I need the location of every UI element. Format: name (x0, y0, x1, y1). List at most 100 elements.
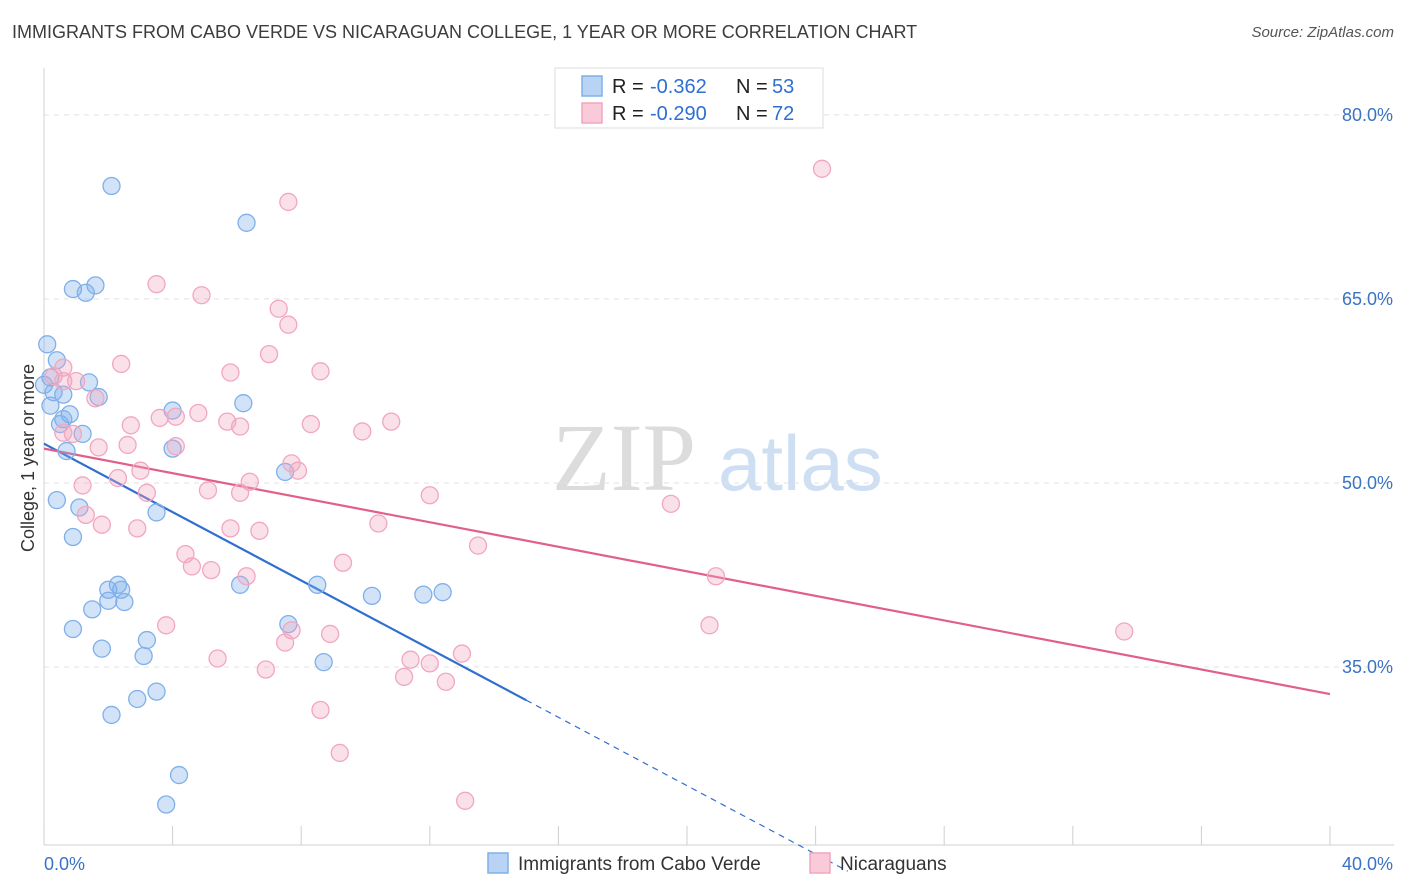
point-nicaraguans-41 (92, 515, 112, 534)
point-cabo-verde-36 (99, 591, 118, 610)
legend-r-value-2: -0.290 (650, 103, 707, 125)
point-nicaraguans-53 (157, 616, 176, 635)
point-nicaraguans-39 (661, 494, 681, 513)
point-cabo-verde-21 (163, 439, 182, 458)
legend-r-label-1: R = (612, 76, 644, 98)
point-nicaraguans-52 (706, 567, 726, 586)
point-nicaraguans-54 (700, 616, 719, 635)
point-nicaraguans-27 (118, 435, 137, 455)
point-cabo-verde-33 (414, 585, 433, 604)
point-cabo-verde-19 (234, 394, 253, 413)
legend-swatch-nicaraguans (581, 102, 603, 124)
point-nicaraguans-43 (221, 519, 240, 538)
trend-line-extension-cabo-verde (525, 699, 849, 872)
point-nicaraguans-48 (182, 557, 202, 576)
point-nicaraguans-31 (288, 461, 308, 480)
point-nicaraguans-24 (54, 423, 73, 442)
legend-n-value-1: 53 (772, 76, 794, 98)
point-cabo-verde-44 (147, 682, 166, 701)
trend-lines (43, 442, 1331, 872)
point-cabo-verde-5 (38, 335, 57, 354)
point-nicaraguans-12 (54, 371, 73, 391)
point-nicaraguans-68 (456, 791, 475, 810)
point-nicaraguans-6 (812, 159, 832, 178)
point-nicaraguans-13 (67, 371, 86, 391)
point-nicaraguans-32 (108, 468, 128, 488)
point-nicaraguans-64 (394, 667, 414, 687)
point-nicaraguans-65 (436, 672, 456, 691)
legend-r-label-2: R = (612, 103, 644, 125)
y-tick-label-3: 35.0% (1342, 657, 1393, 677)
point-cabo-verde-42 (134, 646, 153, 666)
data-points (34, 159, 1134, 814)
point-nicaraguans-14 (86, 389, 105, 408)
point-cabo-verde-13 (41, 396, 60, 415)
y-tick-labels: 80.0% 65.0% 50.0% 35.0% (1342, 105, 1393, 677)
point-nicaraguans-61 (401, 650, 420, 669)
trend-line-nicaraguans (43, 447, 1331, 696)
point-cabo-verde-4 (86, 276, 105, 295)
source-credit: Source: ZipAtlas.com (1251, 24, 1394, 41)
point-nicaraguans-56 (320, 624, 340, 644)
x-tick-label-1: 40.0% (1342, 854, 1393, 874)
point-nicaraguans-15 (150, 408, 169, 428)
point-nicaraguans-0 (279, 192, 298, 212)
point-nicaraguans-30 (282, 454, 301, 473)
watermark: ZIP atlas (552, 404, 883, 511)
legend-n-label-1: N = (736, 76, 768, 98)
point-cabo-verde-17 (73, 424, 92, 444)
point-cabo-verde-31 (308, 575, 327, 594)
point-cabo-verde-26 (63, 527, 83, 547)
axes (43, 68, 1394, 846)
bottom-legend-swatch-nicaraguans (809, 852, 831, 874)
point-nicaraguans-9 (311, 362, 330, 381)
point-cabo-verde-45 (128, 689, 147, 709)
point-nicaraguans-8 (221, 363, 240, 382)
point-cabo-verde-34 (433, 583, 452, 602)
point-cabo-verde-38 (63, 619, 83, 639)
point-nicaraguans-55 (1115, 622, 1134, 641)
point-nicaraguans-4 (279, 315, 298, 334)
point-nicaraguans-29 (131, 461, 150, 480)
legend-n-label-2: N = (736, 103, 768, 125)
trend-line-cabo-verde (43, 442, 527, 702)
point-nicaraguans-35 (137, 483, 157, 502)
point-cabo-verde-46 (102, 705, 121, 725)
legend-swatch-cabo-verde (581, 75, 603, 97)
point-cabo-verde-1 (237, 213, 256, 232)
point-nicaraguans-59 (452, 644, 472, 663)
point-cabo-verde-32 (362, 586, 382, 606)
point-nicaraguans-46 (468, 536, 488, 555)
point-nicaraguans-42 (128, 519, 147, 538)
bottom-legend-label-cabo-verde: Immigrants from Cabo Verde (518, 854, 761, 875)
point-nicaraguans-20 (121, 416, 140, 435)
legend-n-value-2: 72 (772, 103, 794, 125)
point-cabo-verde-48 (157, 795, 176, 814)
point-nicaraguans-37 (230, 483, 250, 502)
stats-legend: R = -0.362 N = 53 R = -0.290 N = 72 (554, 67, 824, 129)
point-nicaraguans-38 (420, 486, 439, 505)
point-cabo-verde-3 (76, 283, 95, 302)
x-tick-labels: 0.0% 40.0% (44, 854, 1393, 874)
point-nicaraguans-45 (369, 514, 388, 533)
point-nicaraguans-16 (166, 407, 185, 426)
point-cabo-verde-24 (70, 498, 89, 517)
point-nicaraguans-5 (259, 344, 279, 364)
y-tick-label-2: 50.0% (1342, 473, 1393, 493)
point-nicaraguans-67 (330, 743, 349, 763)
point-nicaraguans-19 (382, 412, 401, 431)
point-cabo-verde-35 (115, 592, 134, 612)
point-nicaraguans-17 (189, 403, 208, 423)
y-axis-title: College, 1 year or more (18, 364, 38, 552)
y-tick-label-0: 80.0% (1342, 105, 1393, 125)
point-nicaraguans-36 (198, 481, 218, 500)
point-nicaraguans-34 (73, 476, 92, 495)
point-nicaraguans-50 (333, 553, 353, 572)
point-cabo-verde-27 (108, 575, 128, 594)
point-nicaraguans-26 (89, 438, 108, 457)
point-cabo-verde-25 (147, 503, 166, 522)
point-nicaraguans-44 (250, 521, 269, 540)
point-cabo-verde-23 (47, 491, 67, 510)
chart-title: IMMIGRANTS FROM CABO VERDE VS NICARAGUAN… (12, 22, 918, 42)
